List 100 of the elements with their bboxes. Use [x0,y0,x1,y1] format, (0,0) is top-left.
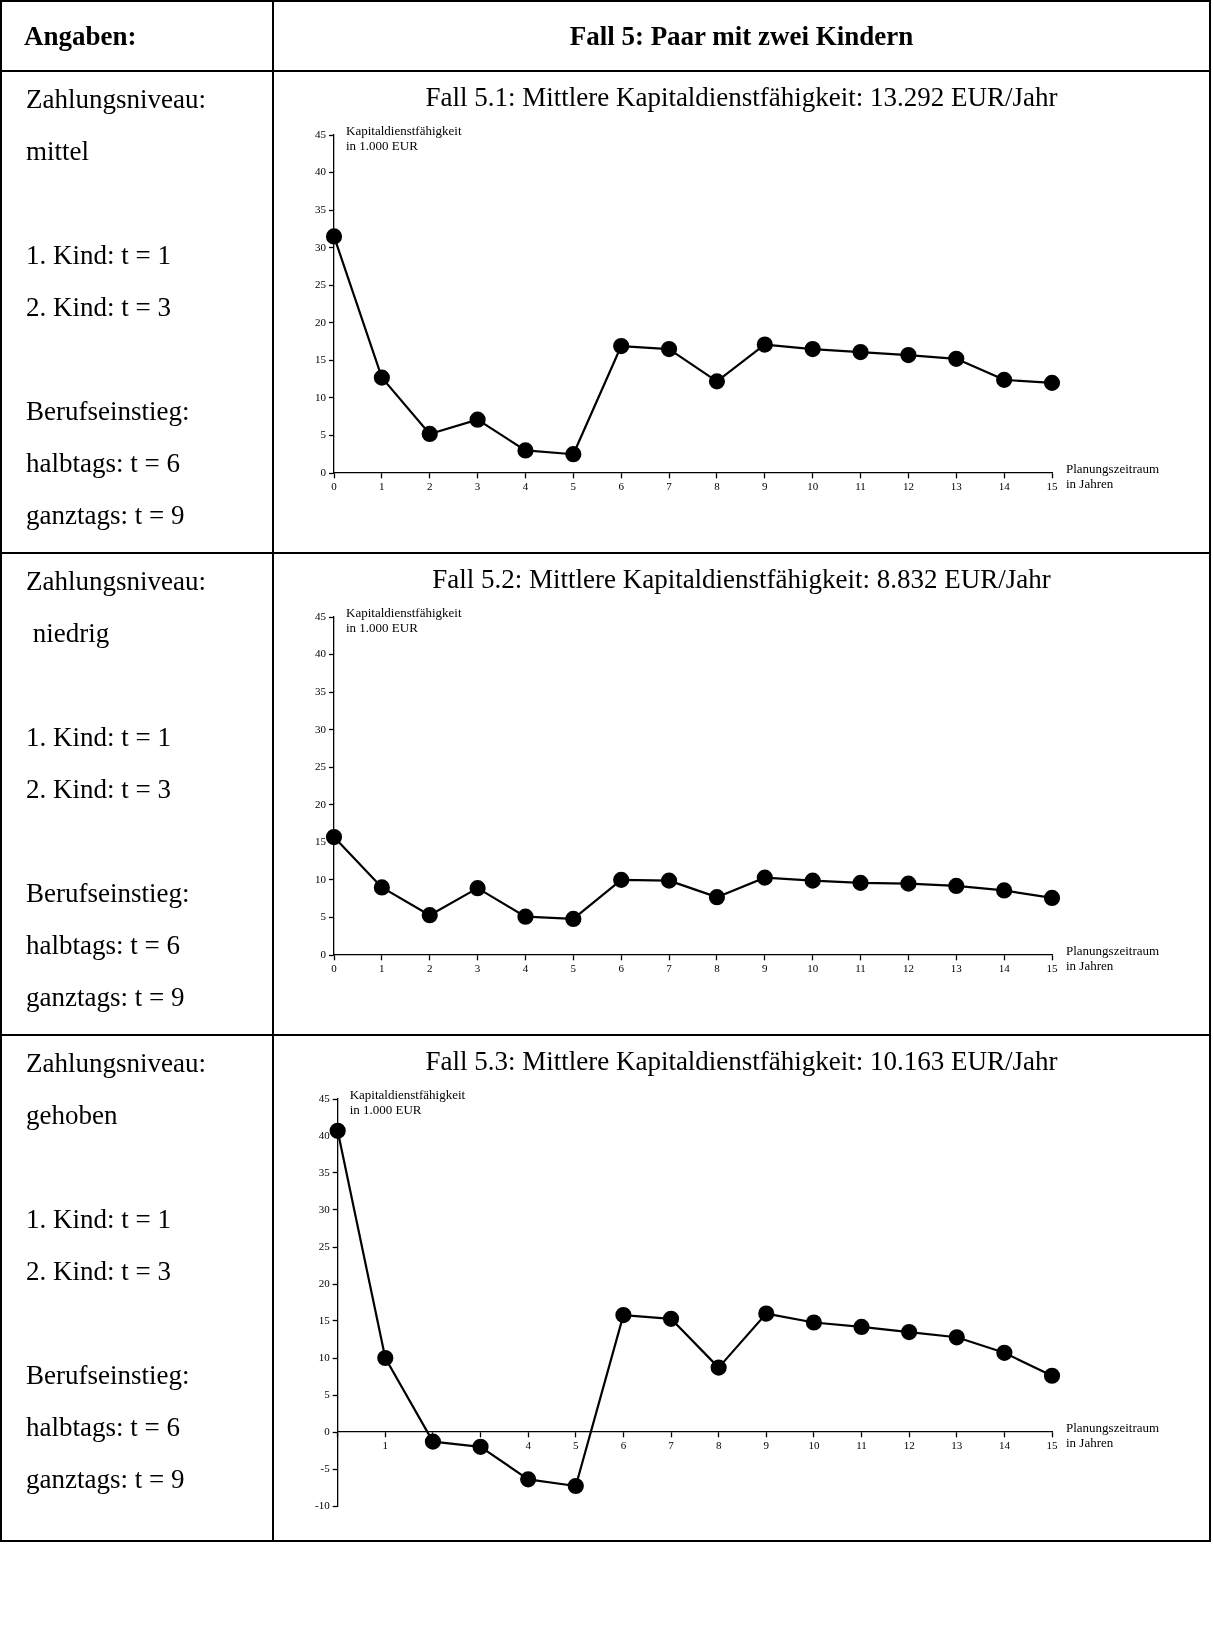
point [804,340,821,358]
y-tick-label: 25 [314,278,326,291]
x-tick-label: 1 [378,962,385,975]
point [1043,374,1060,391]
y-tick-label: 45 [318,1091,330,1104]
x-tick-label: 4 [522,480,529,493]
point [325,828,342,846]
point [519,1471,536,1488]
point [899,875,916,892]
chart-title: Fall 5.2: Mittlere Kapitaldienstfähigkeit: 8.832 EUR/Jahr [431,564,1052,595]
point [424,1433,441,1450]
x-tick-label: 4 [522,962,529,975]
x-tick-label: 2 [426,962,432,975]
text: ganztags: t = 9 [26,500,185,531]
text: Zahlungsniveau: [26,84,206,115]
text: 2. Kind: t = 3 [26,292,171,323]
point [947,350,964,367]
y-tick-label: 35 [314,685,326,697]
y-tick-label: 30 [318,1202,330,1215]
y-tick-label: -10 [314,1498,330,1511]
point [851,343,869,361]
x-tick-label: 7 [665,480,672,493]
x-tick-label: 10 [807,1439,820,1452]
x-tick-label: 13 [950,1439,963,1452]
point [469,411,486,428]
x-tick-label: 2 [426,480,432,493]
y-tick-label: 45 [314,609,326,622]
x-axis-title: Planungszeitraum in Jahren [1065,460,1159,491]
y-tick-label: 35 [314,203,326,215]
point [469,880,486,897]
x-tick-label: 12 [902,480,914,493]
y-tick-label: 5 [320,910,326,923]
y-tick-label: 10 [314,390,326,403]
y-tick-label: 10 [318,1350,330,1363]
y-tick-label: 15 [318,1313,330,1326]
x-tick-label: 6 [617,480,624,493]
point [995,882,1012,899]
text: Berufseinstieg: [26,878,190,909]
point [471,1438,489,1455]
y-tick-label: 15 [314,835,326,848]
text: Fall 5: Paar mit zwei Kindern [273,1,1210,71]
text: Angaben: [1,1,273,71]
point [516,908,534,925]
point [325,228,342,245]
point [756,869,773,886]
text: 1. Kind: t = 1 [26,722,171,753]
point [708,373,725,390]
text: 2. Kind: t = 3 [26,774,171,805]
x-tick-label: 9 [761,480,768,493]
point [567,1477,584,1495]
x-tick-label: 11 [854,962,866,975]
text: mittel [26,136,89,167]
point [421,907,438,924]
text: halbtags: t = 6 [26,448,180,479]
x-tick-label: 15 [1046,1439,1058,1452]
text: Berufseinstieg: [26,1360,190,1391]
point [660,872,677,889]
y-tick-label: 40 [314,647,326,660]
point [710,1359,727,1376]
y-tick-label: 20 [318,1276,330,1289]
x-tick-label: 15 [1046,480,1058,493]
text: halbtags: t = 6 [26,930,180,961]
text: gehoben [26,1100,118,1131]
x-tick-label: 5 [570,480,577,493]
y-tick-label: 35 [318,1165,330,1178]
text: Zahlungsniveau: [26,1048,206,1079]
point [329,1122,346,1139]
text: niedrig [31,618,110,649]
point [852,1318,870,1336]
point [373,369,390,386]
y-tick-label: 25 [318,1239,330,1252]
point [851,874,869,891]
y-axis-title: Kapitaldienstfähigkeit in 1.000 EUR [345,604,462,635]
text: Zahlungsniveau: [26,566,206,597]
x-tick-label: 15 [1046,962,1058,975]
x-tick-label: 7 [667,1439,674,1452]
y-tick-label: 30 [314,722,326,735]
point [373,879,390,896]
point [804,872,821,889]
y-tick-label: 0 [320,465,326,478]
point [612,871,629,888]
x-tick-label: 12 [903,1439,915,1452]
point [614,1306,631,1324]
x-tick-label: 5 [570,962,577,975]
point [805,1314,822,1331]
text: 2. Kind: t = 3 [26,1256,171,1287]
y-tick-label: 20 [314,797,326,810]
y-tick-label: -5 [319,1461,330,1474]
text: halbtags: t = 6 [26,1412,180,1443]
text: 1. Kind: t = 1 [26,1204,171,1235]
y-tick-label: 25 [314,760,326,773]
x-tick-label: 13 [950,480,962,493]
x-tick-label: 11 [855,1439,867,1452]
point [1043,889,1060,907]
x-tick-label: 11 [854,480,866,493]
x-tick-label: 8 [713,962,720,975]
y-tick-label: 15 [314,353,326,366]
x-tick-label: 9 [763,1439,770,1452]
chart-title: Fall 5.1: Mittlere Kapitaldienstfähigkeit: 13.292 EUR/Jahr [424,82,1059,113]
y-tick-label: 45 [314,127,326,140]
